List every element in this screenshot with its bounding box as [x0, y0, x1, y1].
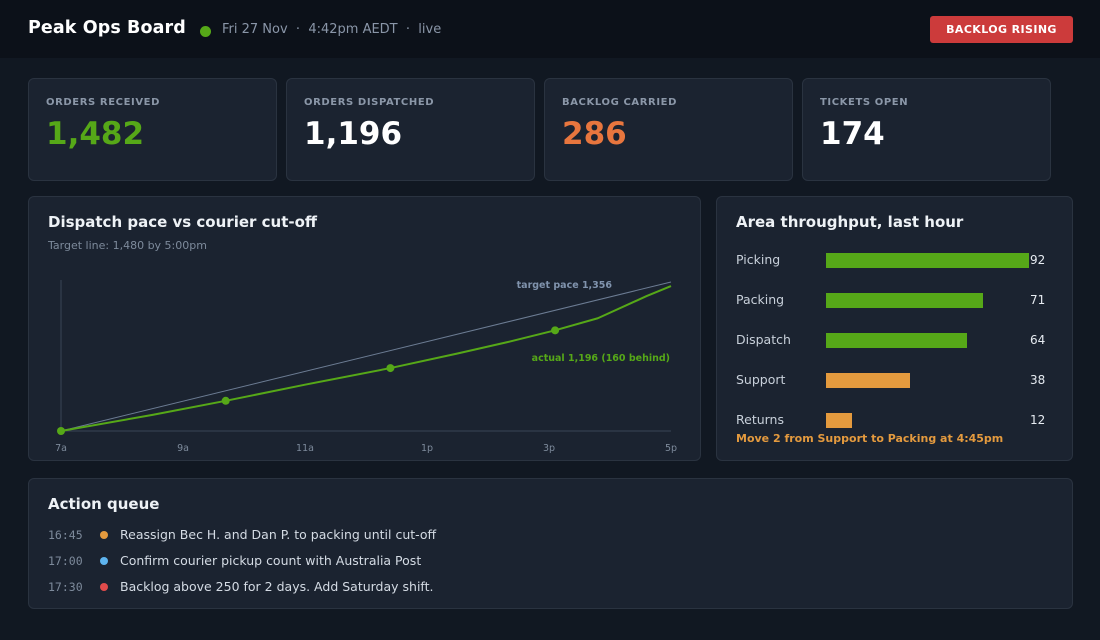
- dispatch-pace-chart: 7a 9a 11a 1p 3p 5p target pace 1,356 actual 1,1…: [55, 280, 677, 454]
- area-value: 38: [1030, 373, 1046, 387]
- target-pace-label: target pace 1,356: [517, 280, 613, 291]
- panel-title: Action queue: [48, 495, 160, 513]
- page-title: Peak Ops Board: [28, 18, 186, 38]
- area-bar: [826, 373, 910, 388]
- area-bar: [826, 413, 852, 428]
- kpi-label: ORDERS DISPATCHED: [304, 97, 435, 108]
- panel-subtitle: Target line: 1,480 by 5:00pm: [48, 239, 207, 252]
- action-text: Confirm courier pickup count with Austra…: [120, 553, 422, 568]
- kpi-value: 286: [562, 116, 627, 152]
- backlog-alert-badge[interactable]: BACKLOG RISING: [930, 16, 1073, 43]
- priority-dot-icon: [100, 583, 108, 591]
- area-value: 64: [1030, 333, 1046, 347]
- action-time: 17:00: [48, 554, 83, 568]
- kpi-card-tickets-open[interactable]: TICKETS OPEN 174: [802, 78, 1051, 181]
- target-pace-line: [60, 281, 672, 432]
- status-line: Fri 27 Nov · 4:42pm AEDT · live: [222, 22, 442, 37]
- action-item[interactable]: 17:00 Confirm courier pickup count with …: [29, 551, 1069, 571]
- kpi-value: 1,482: [46, 116, 145, 152]
- actual-data-point: [386, 364, 395, 373]
- x-tick-label: 5p: [665, 443, 677, 454]
- area-row-support[interactable]: Support 38: [717, 370, 1073, 390]
- area-name: Dispatch: [736, 332, 791, 347]
- actual-dispatch-line: [60, 285, 672, 432]
- area-throughput-panel: Area throughput, last hour Picking 92 Pa…: [716, 196, 1073, 461]
- kpi-label: BACKLOG CARRIED: [562, 97, 677, 108]
- x-tick-label: 7a: [55, 443, 67, 454]
- priority-dot-icon: [100, 557, 108, 565]
- actual-data-point: [551, 326, 560, 335]
- action-time: 17:30: [48, 580, 83, 594]
- kpi-label: TICKETS OPEN: [820, 97, 909, 108]
- area-name: Picking: [736, 252, 781, 267]
- area-name: Returns: [736, 412, 784, 427]
- area-name: Packing: [736, 292, 785, 307]
- x-tick-label: 1p: [421, 443, 433, 454]
- actual-data-point: [221, 396, 230, 405]
- area-row-picking[interactable]: Picking 92: [717, 250, 1073, 270]
- action-item[interactable]: 16:45 Reassign Bec H. and Dan P. to pack…: [29, 525, 1069, 545]
- top-bar: Peak Ops Board Fri 27 Nov · 4:42pm AEDT …: [0, 0, 1100, 58]
- area-value: 92: [1030, 253, 1046, 267]
- kpi-card-orders-received[interactable]: ORDERS RECEIVED 1,482: [28, 78, 277, 181]
- kpi-value: 1,196: [304, 116, 403, 152]
- area-row-packing[interactable]: Packing 71: [717, 290, 1073, 310]
- action-text: Backlog above 250 for 2 days. Add Saturd…: [120, 579, 434, 594]
- dispatch-pace-panel: Dispatch pace vs courier cut-off Target …: [28, 196, 701, 461]
- x-tick-label: 9a: [177, 443, 189, 454]
- area-row-returns[interactable]: Returns 12: [717, 410, 1073, 430]
- area-bar: [826, 333, 967, 348]
- kpi-card-backlog-carried[interactable]: BACKLOG CARRIED 286: [544, 78, 793, 181]
- area-value: 71: [1030, 293, 1046, 307]
- kpi-value: 174: [820, 116, 885, 152]
- area-value: 12: [1030, 413, 1046, 427]
- actual-data-point: [57, 427, 65, 435]
- area-row-dispatch[interactable]: Dispatch 64: [717, 330, 1073, 350]
- panel-title: Area throughput, last hour: [736, 213, 964, 231]
- x-tick-label: 3p: [543, 443, 555, 454]
- action-text: Reassign Bec H. and Dan P. to packing un…: [120, 527, 437, 542]
- action-item[interactable]: 17:30 Backlog above 250 for 2 days. Add …: [29, 577, 1069, 597]
- kpi-card-orders-dispatched[interactable]: ORDERS DISPATCHED 1,196: [286, 78, 535, 181]
- panel-title: Dispatch pace vs courier cut-off: [48, 213, 318, 231]
- action-time: 16:45: [48, 528, 83, 542]
- staffing-recommendation: Move 2 from Support to Packing at 4:45pm: [736, 432, 1004, 445]
- area-bar: [826, 253, 1029, 268]
- action-queue-panel: Action queue 16:45 Reassign Bec H. and D…: [28, 478, 1073, 609]
- actual-dispatch-label: actual 1,196 (160 behind): [532, 353, 670, 364]
- area-bar: [826, 293, 983, 308]
- x-tick-label: 11a: [296, 443, 314, 454]
- priority-dot-icon: [100, 531, 108, 539]
- live-status-icon: [200, 26, 211, 37]
- area-name: Support: [736, 372, 786, 387]
- kpi-label: ORDERS RECEIVED: [46, 97, 161, 108]
